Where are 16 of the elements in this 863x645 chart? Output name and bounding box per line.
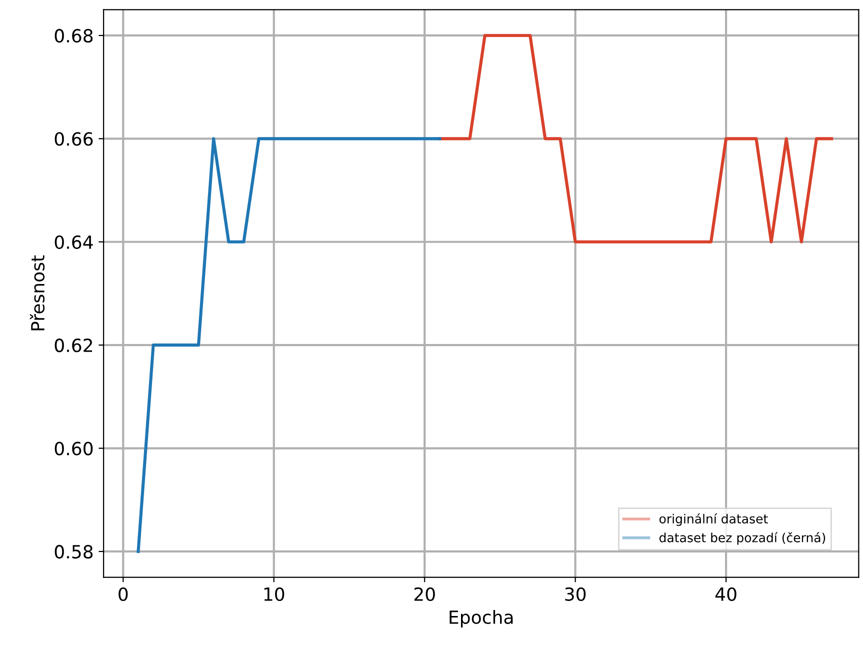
x-tick-label: 20 — [414, 587, 435, 601]
x-tick-label: 30 — [565, 587, 586, 601]
y-tick-label: 0.62 — [54, 338, 92, 352]
legend-label: originální dataset — [659, 513, 768, 526]
y-tick-label: 0.66 — [54, 132, 93, 146]
x-axis-title: Epocha — [450, 610, 513, 628]
y-tick-label: 0.60 — [54, 442, 93, 456]
line-series — [136, 137, 442, 554]
y-axis-title: Přesnost — [30, 255, 45, 330]
y-tick-label: 0.64 — [54, 235, 93, 249]
x-tick-label: 0 — [118, 587, 128, 601]
y-tick-label: 0.68 — [54, 28, 93, 43]
y-tick-label: 0.58 — [54, 544, 93, 559]
x-tick-label: 40 — [715, 587, 736, 601]
x-tick-label: 10 — [264, 587, 284, 601]
legend-label: dataset bez pozadí (černá) — [659, 532, 826, 545]
